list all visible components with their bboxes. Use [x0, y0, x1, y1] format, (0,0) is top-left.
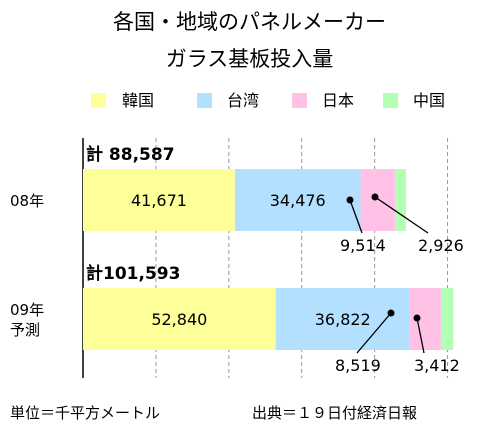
data-label-1-1: 41,671	[131, 191, 187, 210]
legend-swatch-1	[91, 93, 106, 108]
bar-segment-2-1	[83, 288, 276, 350]
data-label-2-1: 52,840	[151, 310, 207, 329]
labels: 41,671 34,476 9,514 2,926 計 88,587 08年 52,840 3…	[10, 144, 464, 375]
data-label-2-3: 8,519	[335, 356, 381, 375]
legend: 韓国 台湾 日本 中国	[91, 91, 445, 110]
category-label-2-line-2: 予測	[10, 321, 40, 339]
bar-segment-1-3	[360, 169, 396, 231]
data-label-1-4: 2,926	[418, 236, 464, 255]
total-label-2: 計101,593	[86, 263, 180, 284]
category-label-1: 08年	[10, 192, 44, 210]
category-label-2-line-1: 09年	[10, 301, 44, 319]
callout-line-1-4	[374, 196, 429, 234]
footnote-unit: 単位＝千平方メートル	[10, 404, 160, 422]
legend-label-4: 中国	[413, 91, 445, 110]
legend-label-1: 韓国	[122, 91, 154, 110]
bar-segment-1-2	[234, 169, 361, 231]
chart-title-line-2: ガラス基板投入量	[166, 47, 334, 71]
callout-line-2-3	[356, 312, 392, 354]
legend-swatch-3	[292, 93, 307, 108]
data-label-1-2: 34,476	[270, 191, 326, 210]
legend-swatch-2	[197, 93, 212, 108]
legend-label-2: 台湾	[227, 91, 259, 110]
legend-swatch-4	[383, 93, 398, 108]
footnote-source: 出典＝１９日付経済日報	[252, 404, 417, 422]
callout-line-1-3	[349, 199, 363, 234]
data-label-1-3: 9,514	[340, 236, 386, 255]
legend-label-3: 日本	[322, 91, 354, 110]
bar-segment-1-1	[83, 169, 235, 231]
callout-line-2-4	[416, 317, 425, 354]
total-label-1: 計 88,587	[86, 144, 175, 165]
chart-title-line-1: 各国・地域のパネルメーカー	[113, 10, 386, 34]
bar-segment-2-2	[275, 288, 410, 350]
footnotes: 単位＝千平方メートル 出典＝１９日付経済日報	[10, 404, 417, 422]
data-label-2-2: 36,822	[315, 310, 371, 329]
bars	[83, 169, 454, 350]
bar-segment-2-4	[440, 288, 454, 350]
bar-segment-1-4	[395, 169, 406, 231]
data-label-2-4: 3,412	[414, 356, 460, 375]
